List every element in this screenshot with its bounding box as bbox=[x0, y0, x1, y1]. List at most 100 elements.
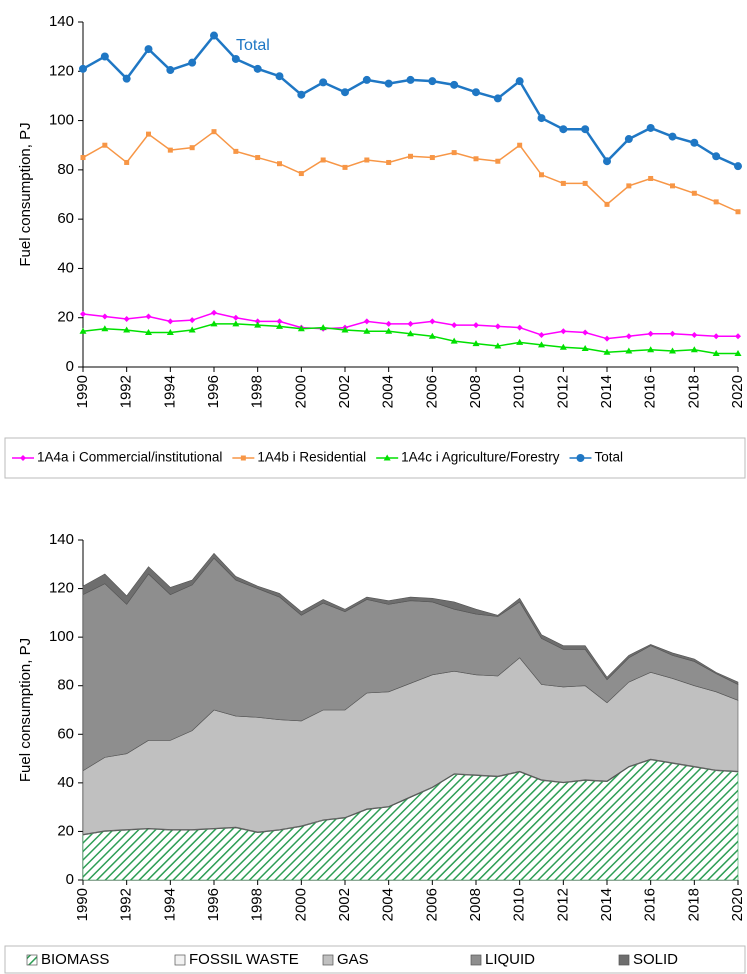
point bbox=[342, 164, 348, 170]
point bbox=[276, 318, 283, 325]
point bbox=[167, 318, 174, 325]
point bbox=[123, 315, 130, 322]
x-tick-label: 2008 bbox=[467, 888, 484, 921]
point bbox=[385, 320, 392, 327]
point bbox=[581, 345, 589, 352]
point bbox=[254, 321, 262, 328]
legend-item: BIOMASS bbox=[26, 951, 109, 968]
point bbox=[100, 52, 109, 61]
point bbox=[406, 75, 415, 84]
point bbox=[428, 77, 437, 86]
point bbox=[582, 180, 588, 186]
legend-swatch bbox=[618, 954, 630, 966]
x-tick-label: 2018 bbox=[685, 375, 702, 408]
point bbox=[494, 323, 501, 330]
point bbox=[166, 66, 175, 75]
point bbox=[253, 64, 262, 73]
point bbox=[472, 340, 480, 347]
point bbox=[517, 142, 523, 148]
point bbox=[188, 326, 196, 333]
point bbox=[189, 145, 195, 151]
x-tick-label: 2010 bbox=[511, 375, 528, 408]
point bbox=[123, 326, 131, 333]
x-tick-label: 1994 bbox=[161, 375, 178, 408]
point bbox=[79, 64, 87, 73]
y-tick-label: 20 bbox=[57, 822, 74, 839]
point bbox=[362, 75, 371, 84]
point bbox=[472, 88, 480, 97]
x-tick-label: 2016 bbox=[642, 375, 659, 408]
point bbox=[690, 346, 698, 353]
point bbox=[80, 311, 86, 318]
y-tick-label: 0 bbox=[66, 358, 74, 375]
point bbox=[231, 54, 240, 63]
y-axis-label: Fuel consumption, PJ bbox=[17, 638, 34, 782]
point bbox=[559, 125, 568, 134]
x-tick-label: 1998 bbox=[249, 888, 266, 921]
point bbox=[538, 331, 545, 338]
point bbox=[582, 329, 589, 336]
point bbox=[734, 349, 742, 356]
x-tick-label: 2010 bbox=[511, 888, 528, 921]
y-tick-label: 80 bbox=[57, 161, 74, 178]
series bbox=[79, 31, 742, 171]
point bbox=[646, 123, 655, 132]
legend-item: GAS bbox=[322, 951, 369, 968]
point bbox=[101, 325, 109, 332]
series bbox=[80, 309, 741, 342]
line bbox=[82, 323, 738, 355]
point bbox=[734, 162, 742, 171]
point bbox=[146, 131, 151, 137]
point bbox=[515, 77, 524, 86]
x-tick-label: 2002 bbox=[336, 888, 353, 921]
legend-label: Total bbox=[594, 450, 623, 465]
point bbox=[383, 454, 391, 461]
x-tick-label: 2002 bbox=[336, 375, 353, 408]
line bbox=[82, 130, 739, 213]
point bbox=[712, 349, 720, 356]
x-tick-label: 1990 bbox=[74, 375, 91, 408]
legend-label: BIOMASS bbox=[41, 951, 109, 968]
point bbox=[144, 45, 153, 54]
x-tick-label: 1998 bbox=[249, 375, 266, 408]
point bbox=[603, 348, 611, 355]
legend-item: 1A4b i Residential bbox=[232, 450, 366, 465]
point bbox=[363, 318, 370, 325]
point bbox=[122, 74, 131, 83]
x-tick-label: 2006 bbox=[423, 888, 440, 921]
point bbox=[669, 330, 676, 337]
point bbox=[233, 148, 239, 154]
legend-swatch bbox=[26, 954, 38, 966]
point bbox=[319, 324, 327, 331]
point bbox=[297, 325, 305, 332]
point bbox=[516, 324, 523, 331]
point bbox=[364, 157, 370, 163]
point bbox=[20, 455, 26, 461]
point bbox=[363, 327, 371, 334]
point bbox=[255, 155, 261, 161]
y-tick-label: 140 bbox=[49, 13, 74, 30]
y-tick-label: 60 bbox=[57, 725, 74, 742]
legend-swatch bbox=[174, 954, 186, 966]
x-tick-label: 2020 bbox=[729, 375, 746, 408]
point bbox=[210, 320, 218, 327]
legend-box bbox=[4, 437, 746, 479]
point bbox=[385, 327, 393, 334]
legend-item: Total bbox=[569, 450, 623, 465]
point bbox=[648, 175, 654, 181]
legend-item: LIQUID bbox=[470, 951, 535, 968]
point bbox=[626, 183, 632, 189]
point bbox=[713, 199, 719, 205]
point bbox=[603, 157, 611, 166]
point bbox=[493, 94, 502, 103]
point bbox=[473, 156, 479, 162]
legend-label: 1A4c i Agriculture/Forestry bbox=[401, 450, 560, 465]
point bbox=[428, 332, 436, 339]
point bbox=[494, 342, 502, 349]
point bbox=[319, 78, 328, 87]
x-tick-label: 2000 bbox=[292, 375, 309, 408]
point bbox=[538, 341, 545, 348]
legend-label: FOSSIL WASTE bbox=[189, 951, 299, 968]
point bbox=[451, 322, 458, 329]
